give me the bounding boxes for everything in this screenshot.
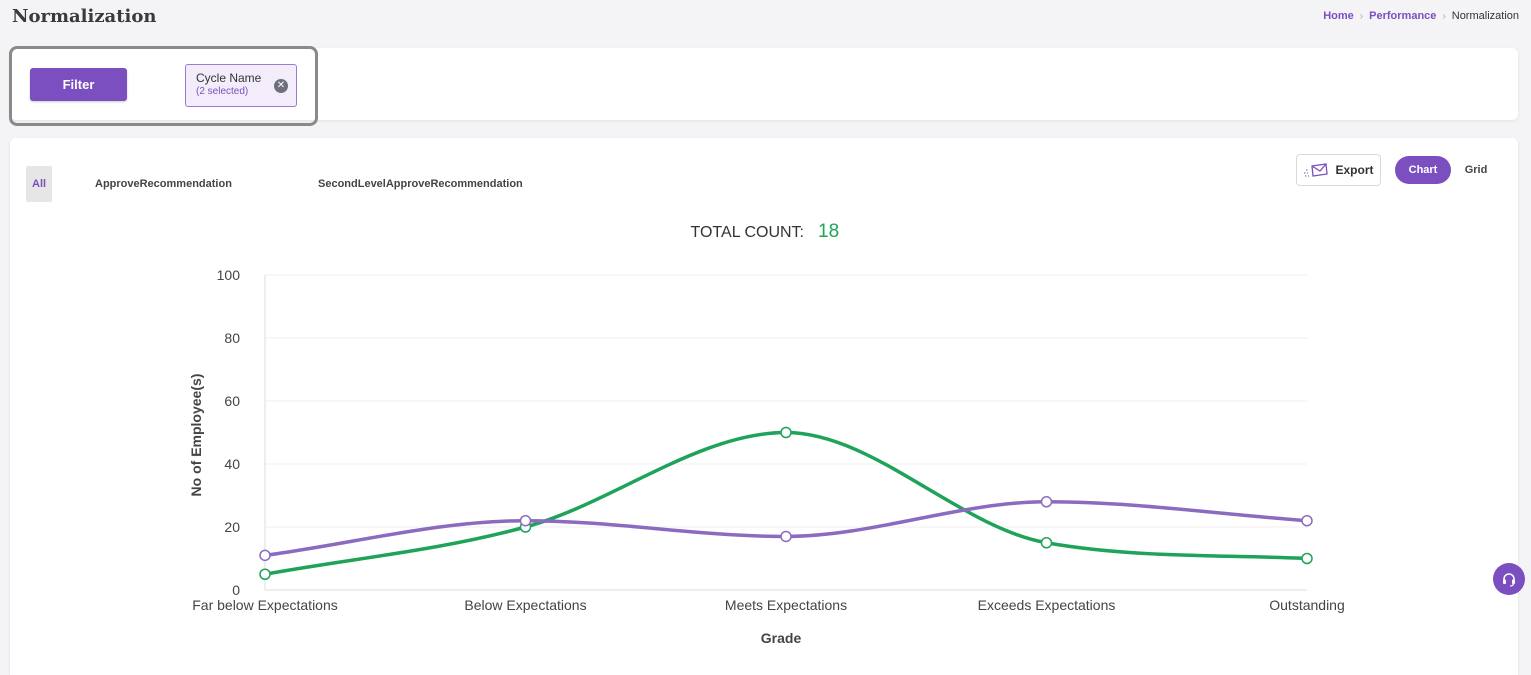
page-title: Normalization <box>12 6 157 27</box>
y-tick-label: 40 <box>224 456 240 472</box>
chart-view-toggle[interactable]: Chart <box>1395 156 1451 184</box>
grid-view-toggle[interactable]: Grid <box>1456 156 1496 184</box>
x-tick-label: Below Expectations <box>464 597 586 613</box>
x-tick-label: Exceeds Expectations <box>978 597 1116 613</box>
chevron-right-icon: › <box>1442 10 1446 22</box>
data-point[interactable] <box>780 426 792 439</box>
breadcrumb-performance[interactable]: Performance <box>1369 10 1437 22</box>
filter-panel: Filter Cycle Name (2 selected) ✕ <box>10 48 1518 120</box>
envelope-icon <box>1304 163 1329 177</box>
data-point[interactable] <box>519 514 532 527</box>
data-point[interactable] <box>1301 514 1313 527</box>
tab-approve-recommendation[interactable]: ApproveRecommendation <box>95 178 232 190</box>
x-tick-label: Meets Expectations <box>725 597 847 613</box>
breadcrumb-current: Normalization <box>1451 10 1519 22</box>
cycle-name-filter-chip[interactable]: Cycle Name (2 selected) ✕ <box>185 64 297 107</box>
y-tick-label: 0 <box>232 582 240 598</box>
chart-panel: All ApproveRecommendation SecondLevelApp… <box>10 138 1518 675</box>
y-tick-label: 80 <box>224 330 240 346</box>
y-tick-label: 20 <box>224 519 240 535</box>
data-point[interactable] <box>259 549 271 562</box>
normalization-line-chart: TOTAL COUNT: 18 0 20 40 60 80 100 Far below E… <box>188 221 1345 646</box>
total-count-value: 18 <box>818 221 839 242</box>
series-line-2 <box>263 500 1309 558</box>
y-axis-title: No of Employee(s) <box>188 374 204 497</box>
headset-icon <box>1503 573 1515 587</box>
help-button[interactable] <box>1493 563 1525 595</box>
y-tick-label: 100 <box>217 267 241 283</box>
breadcrumb: Home › Performance › Normalization <box>1323 10 1519 22</box>
data-point[interactable] <box>1301 552 1313 565</box>
data-point[interactable] <box>1040 496 1053 508</box>
tab-second-level-approve-recommendation[interactable]: SecondLevelApproveRecommendation <box>318 178 523 190</box>
series-line-1 <box>263 430 1309 576</box>
top-bar: Normalization Home › Performance › Norma… <box>0 0 1531 38</box>
x-tick-label: Outstanding <box>1269 597 1345 613</box>
tab-all[interactable]: All <box>26 166 53 202</box>
breadcrumb-home[interactable]: Home <box>1323 10 1354 22</box>
chip-selected-count: (2 selected) <box>196 86 249 97</box>
data-point[interactable] <box>780 530 792 543</box>
export-button[interactable]: Export <box>1296 154 1381 186</box>
x-tick-label: Far below Expectations <box>192 597 338 613</box>
filter-button[interactable]: Filter <box>30 68 127 101</box>
x-axis-title: Grade <box>761 630 802 646</box>
close-circle-icon[interactable]: ✕ <box>274 79 288 93</box>
total-count-label: TOTAL COUNT: <box>691 224 805 241</box>
chip-title: Cycle Name <box>196 71 262 85</box>
data-point[interactable] <box>1040 537 1053 549</box>
chevron-right-icon: › <box>1359 10 1364 22</box>
data-point[interactable] <box>259 568 271 580</box>
export-label: Export <box>1335 163 1374 177</box>
y-tick-label: 60 <box>224 393 240 409</box>
